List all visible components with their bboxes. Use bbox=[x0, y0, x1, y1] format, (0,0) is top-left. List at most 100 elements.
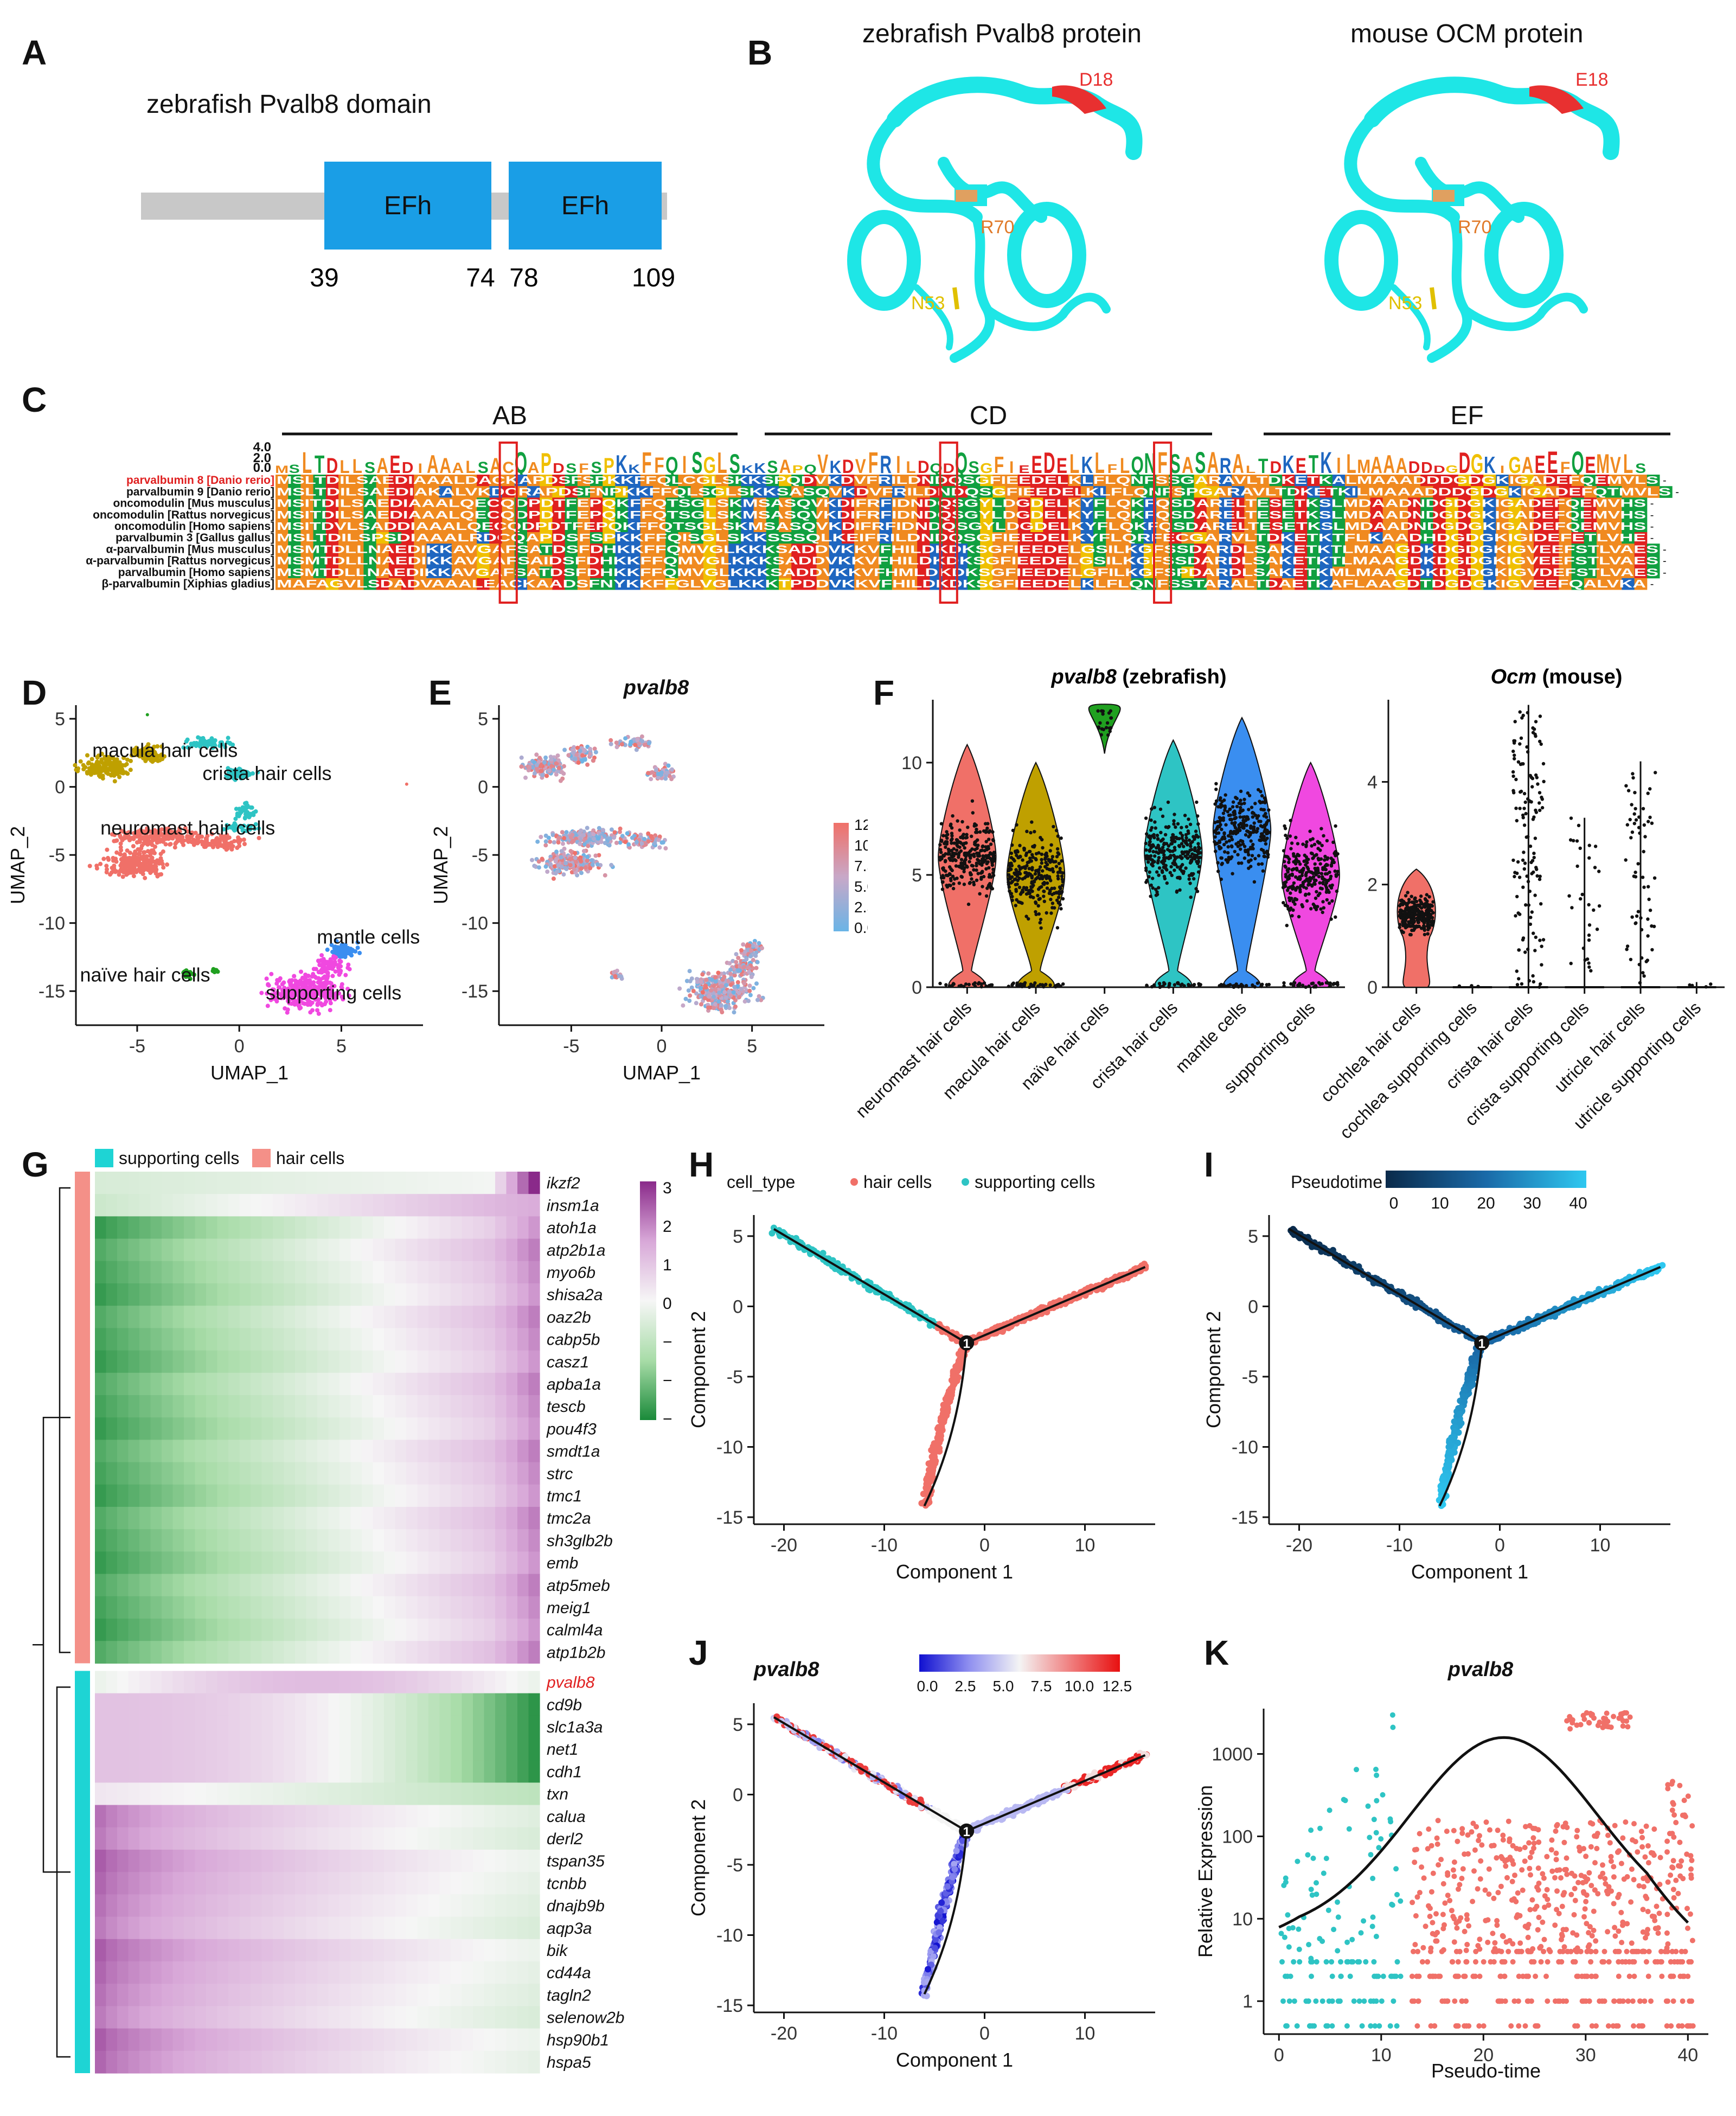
umap-e-point bbox=[573, 757, 578, 762]
violin-point bbox=[1015, 898, 1018, 902]
residue-cell bbox=[603, 509, 616, 521]
umap-e-point bbox=[548, 862, 553, 866]
residue-cell bbox=[363, 566, 377, 579]
residue-cell bbox=[1471, 509, 1484, 521]
umap-d-point bbox=[277, 985, 281, 990]
residue-cell bbox=[1357, 486, 1370, 498]
sequence-name: parvalbumin 9 [Danio rerio] bbox=[126, 485, 274, 498]
umap-e-point bbox=[543, 843, 548, 848]
residue-cell bbox=[1332, 520, 1346, 533]
residue-cell bbox=[791, 555, 804, 567]
umap-e-point bbox=[580, 753, 585, 758]
residue-cell bbox=[980, 497, 993, 510]
residue-cell bbox=[1269, 578, 1283, 590]
umap-d-point bbox=[181, 745, 186, 750]
violin-point bbox=[1010, 843, 1014, 847]
residue-cell bbox=[603, 475, 616, 487]
residue-cell bbox=[464, 509, 477, 521]
violin-point bbox=[1183, 840, 1187, 844]
umap-d-ytick-label: -5 bbox=[49, 845, 65, 866]
violin-point bbox=[957, 855, 960, 859]
residue-cell bbox=[753, 509, 767, 521]
alignment-row: MSMTDLLNAEDIKKAVGAFSAIDSFDHKKFFQMVGLKKKS… bbox=[276, 555, 1667, 567]
residue-cell bbox=[867, 566, 880, 579]
residue-cell bbox=[779, 544, 792, 555]
residue-cell bbox=[1206, 578, 1220, 590]
residue-cell bbox=[1508, 486, 1522, 498]
residue-cell bbox=[1634, 532, 1648, 544]
residue-cell bbox=[1584, 520, 1597, 533]
umap-d-point bbox=[149, 865, 154, 870]
violin-point bbox=[1193, 837, 1196, 841]
residue-cell bbox=[502, 475, 515, 487]
residue-cell bbox=[552, 578, 566, 590]
umap-d-point bbox=[130, 867, 134, 871]
residue-cell bbox=[842, 497, 855, 510]
residue-cell bbox=[1194, 544, 1207, 555]
logo-letter: D bbox=[1043, 447, 1055, 480]
residue-cell bbox=[1257, 544, 1270, 555]
umap-d-point bbox=[203, 836, 208, 841]
residue-cell bbox=[1131, 532, 1144, 544]
umap-d-point bbox=[215, 843, 220, 848]
violin-point bbox=[947, 856, 951, 860]
umap-d-point bbox=[118, 841, 123, 846]
residue-cell bbox=[980, 486, 993, 498]
violin-point bbox=[1154, 826, 1157, 830]
residue-cell bbox=[1597, 544, 1610, 555]
residue-cell bbox=[1282, 497, 1295, 510]
residue-cell bbox=[1357, 555, 1370, 567]
violin-point bbox=[1052, 824, 1055, 829]
residue-cell bbox=[1269, 532, 1283, 544]
sequence-name: parvalbumin 8 [Danio rerio] bbox=[126, 474, 274, 487]
violin-point bbox=[1049, 879, 1053, 883]
umap-e-point bbox=[737, 995, 742, 1000]
residue-cell bbox=[690, 509, 704, 521]
residue-cell bbox=[1382, 544, 1396, 555]
violin-point bbox=[1040, 885, 1043, 889]
residue-cell bbox=[351, 555, 364, 567]
violin-point bbox=[1149, 846, 1153, 850]
residue-cell bbox=[917, 486, 930, 498]
residue-cell bbox=[1471, 475, 1484, 487]
residue-cell bbox=[728, 532, 741, 544]
violin-point bbox=[1196, 814, 1200, 818]
residue-cell bbox=[968, 509, 981, 521]
umap-e-point bbox=[649, 777, 654, 782]
residue-cell bbox=[703, 578, 716, 590]
umap-e-point bbox=[713, 987, 718, 992]
umap-e-point bbox=[748, 954, 753, 958]
violin-point bbox=[1099, 733, 1103, 737]
umap-e-point bbox=[556, 863, 561, 868]
residue-cell bbox=[1483, 578, 1496, 590]
umap-e-point bbox=[716, 970, 721, 975]
violin-point bbox=[991, 838, 995, 842]
residue-cell bbox=[992, 544, 1006, 555]
residue-cell bbox=[300, 509, 314, 521]
logo-letter: D bbox=[1408, 457, 1420, 477]
umap-d-point bbox=[103, 756, 108, 761]
residue-cell bbox=[1483, 532, 1496, 544]
umap-e-point bbox=[563, 866, 568, 871]
violin-point bbox=[1169, 865, 1173, 869]
residue-cell bbox=[905, 475, 918, 487]
residue-cell bbox=[1395, 509, 1408, 521]
violin-point bbox=[1017, 885, 1022, 890]
umap-d-point bbox=[328, 980, 332, 985]
residue-cell bbox=[276, 520, 289, 533]
violin-point bbox=[964, 858, 968, 861]
residue-cell bbox=[854, 555, 867, 567]
residue-cell bbox=[1156, 566, 1169, 579]
violin-point bbox=[1197, 982, 1201, 986]
residue-cell bbox=[879, 475, 893, 487]
umap-d-point bbox=[125, 771, 130, 776]
residue-cell bbox=[577, 578, 591, 590]
residue-cell bbox=[565, 566, 578, 579]
violin-point bbox=[1177, 843, 1181, 848]
residue-cell bbox=[1118, 532, 1132, 544]
residue-cell bbox=[1319, 578, 1333, 590]
violin-point bbox=[987, 866, 991, 870]
umap-e-point bbox=[734, 964, 739, 969]
umap-e-point bbox=[623, 736, 628, 741]
residue-cell bbox=[1458, 555, 1471, 567]
